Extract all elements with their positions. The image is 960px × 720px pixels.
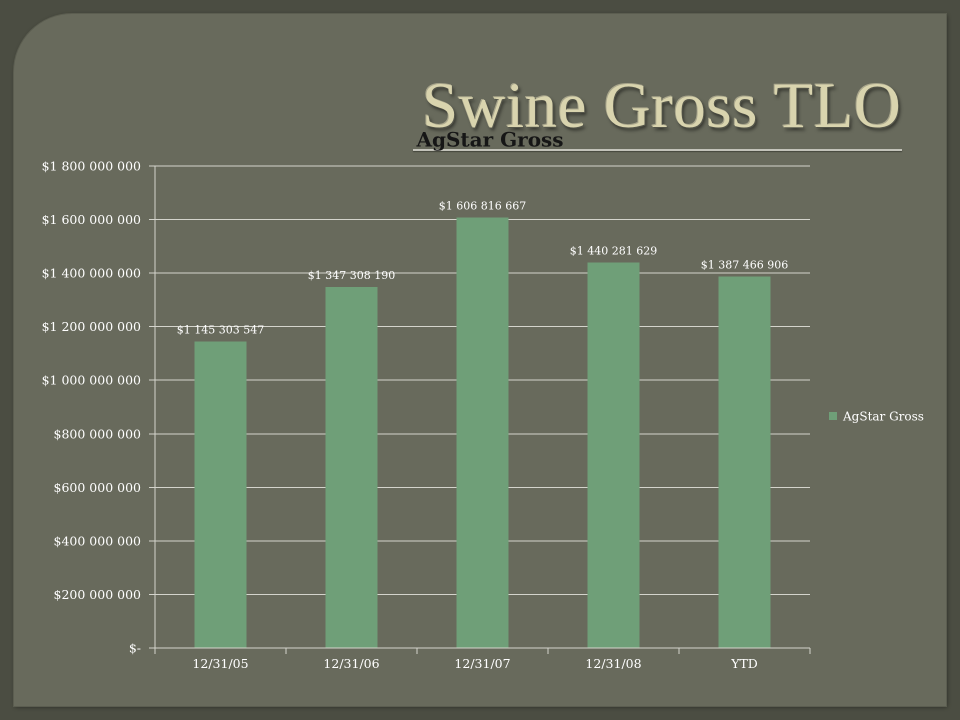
y-tick-label: $200 000 000 bbox=[54, 587, 142, 602]
bars bbox=[194, 217, 771, 648]
bar bbox=[456, 217, 509, 648]
bar bbox=[718, 276, 771, 648]
x-tick-label: 12/31/05 bbox=[192, 656, 248, 671]
title-rule bbox=[413, 149, 902, 151]
bar bbox=[587, 262, 640, 648]
x-tick-label: 12/31/06 bbox=[323, 656, 379, 671]
y-tick-label: $1 200 000 000 bbox=[42, 319, 141, 334]
slide-title: Swine Gross TLO bbox=[422, 70, 902, 142]
y-tick-label: $1 600 000 000 bbox=[42, 212, 141, 227]
data-label: $1 440 281 629 bbox=[570, 244, 657, 257]
y-tick-label: $1 000 000 000 bbox=[42, 373, 141, 388]
y-tick-label: $1 800 000 000 bbox=[42, 159, 141, 174]
legend: AgStar Gross bbox=[829, 410, 924, 424]
data-label: $1 145 303 547 bbox=[177, 323, 264, 336]
data-label: $1 606 816 667 bbox=[439, 200, 526, 213]
y-tick-label: $800 000 000 bbox=[54, 426, 142, 441]
y-tick-label: $400 000 000 bbox=[54, 533, 142, 548]
bar bbox=[194, 341, 247, 648]
y-tick-label: $- bbox=[129, 641, 141, 656]
x-tick-label: YTD bbox=[730, 656, 758, 671]
bar bbox=[325, 287, 378, 648]
y-tick-label: $600 000 000 bbox=[54, 480, 142, 495]
y-tick-label: $1 400 000 000 bbox=[42, 266, 141, 281]
x-tick-label: 12/31/08 bbox=[585, 656, 641, 671]
legend-swatch bbox=[829, 412, 837, 420]
data-label: $1 387 466 906 bbox=[701, 258, 788, 271]
chart-title: AgStar Gross bbox=[415, 128, 563, 152]
axes: $- $200 000 000 $400 000 000 $600 000 000 $8… bbox=[42, 159, 811, 671]
data-label: $1 347 308 190 bbox=[308, 269, 395, 282]
data-labels: $1 145 303 547 $1 347 308 190 $1 606 816 6… bbox=[177, 200, 788, 337]
legend-label: AgStar Gross bbox=[842, 410, 924, 424]
x-tick-label: 12/31/07 bbox=[454, 656, 510, 671]
